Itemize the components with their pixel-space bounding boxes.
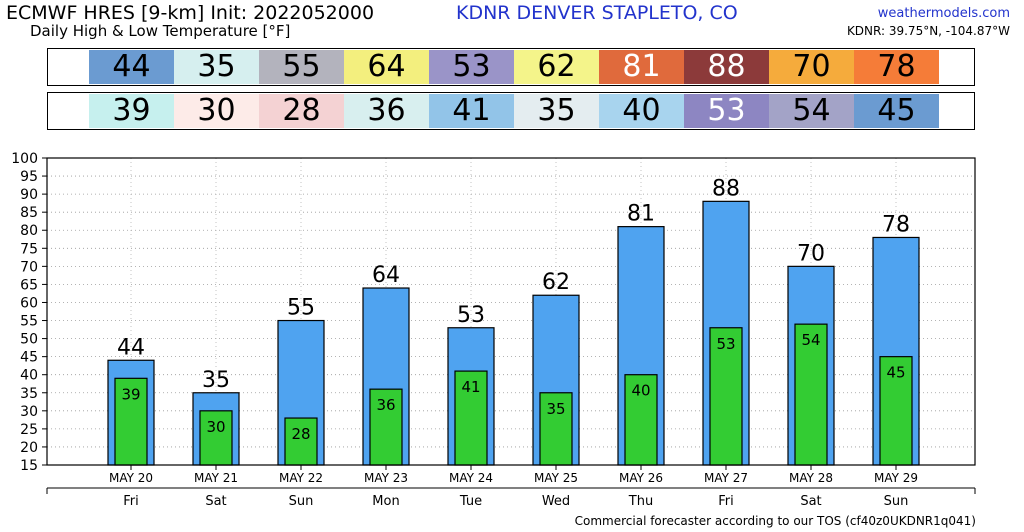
- high-temp-label: 64: [372, 263, 400, 288]
- low-temp-label: 30: [206, 418, 225, 436]
- date-label: MAY 27: [704, 471, 748, 485]
- high-temp-label: 88: [712, 176, 740, 201]
- low-temp-bar: [794, 323, 828, 466]
- low-temp-bar: [709, 327, 743, 466]
- date-label: MAY 25: [534, 471, 578, 485]
- low-temp-bar: [454, 370, 488, 466]
- date-label: MAY 29: [874, 471, 918, 485]
- low-temp-cell: 28: [259, 94, 344, 128]
- high-temp-label: 44: [117, 335, 145, 360]
- weekday-label: Thu: [628, 494, 653, 509]
- y-tick-label: 80: [20, 223, 38, 239]
- low-temp-bar: [624, 374, 658, 466]
- y-tick-label: 50: [20, 332, 38, 348]
- y-tick-label: 20: [20, 440, 38, 456]
- y-tick-label: 45: [20, 350, 38, 366]
- weekday-label: Sat: [800, 494, 821, 509]
- chart-title: ECMWF HRES [9-km] Init: 2022052000: [6, 2, 375, 24]
- weekday-label: Wed: [542, 494, 570, 509]
- weekday-label: Tue: [459, 494, 482, 509]
- date-label: MAY 20: [109, 471, 153, 485]
- low-temp-label: 53: [716, 335, 735, 353]
- station-coordinates: KDNR: 39.75°N, -104.87°W: [846, 24, 1010, 38]
- low-temp-bar: [284, 417, 318, 466]
- low-temp-cell: 39: [89, 94, 174, 128]
- high-temp-label: 62: [542, 270, 570, 295]
- y-tick-label: 35: [20, 386, 38, 402]
- date-label: MAY 24: [449, 471, 493, 485]
- y-tick-label: 60: [20, 295, 38, 311]
- low-temp-label: 45: [886, 364, 905, 382]
- plot-frame: [46, 157, 976, 466]
- low-temp-bar: [539, 392, 573, 466]
- chart-subtitle: Daily High & Low Temperature [°F]: [30, 22, 291, 40]
- low-temp-label: 54: [801, 331, 820, 349]
- y-tick-label: 90: [20, 187, 38, 203]
- weekday-label: Sun: [289, 494, 314, 509]
- low-temp-cell: 40: [599, 94, 684, 128]
- high-temp-label: 81: [627, 202, 655, 227]
- high-temp-cell: 70: [769, 50, 854, 84]
- high-temp-cell: 55: [259, 50, 344, 84]
- low-temp-cell: 54: [769, 94, 854, 128]
- weekday-label: Fri: [718, 494, 734, 509]
- y-tick-label: 95: [20, 169, 38, 185]
- high-temp-label: 78: [882, 212, 910, 237]
- y-tick-label: 30: [20, 404, 38, 420]
- plot-area: [47, 158, 975, 465]
- weekday-label: Fri: [123, 494, 139, 509]
- high-temp-label: 55: [287, 296, 315, 321]
- low-temp-label: 36: [376, 396, 395, 414]
- y-tick-label: 65: [20, 277, 38, 293]
- weekday-label: Sat: [205, 494, 226, 509]
- low-temp-cell: 30: [174, 94, 259, 128]
- date-label: MAY 22: [279, 471, 323, 485]
- y-tick-label: 85: [20, 205, 38, 221]
- low-temp-bar: [114, 377, 148, 466]
- high-temp-label: 35: [202, 368, 230, 393]
- weekday-label: Sun: [884, 494, 909, 509]
- y-tick-label: 25: [20, 422, 38, 438]
- low-temp-label: 40: [631, 382, 650, 400]
- y-tick-label: 15: [20, 458, 38, 474]
- high-temp-cell: 62: [514, 50, 599, 84]
- high-temp-cell: 88: [684, 50, 769, 84]
- date-label: MAY 26: [619, 471, 663, 485]
- date-label: MAY 28: [789, 471, 833, 485]
- footer-note: Commercial forecaster according to our T…: [574, 514, 976, 528]
- date-label: MAY 21: [194, 471, 238, 485]
- high-temp-cell: 64: [344, 50, 429, 84]
- high-temp-cell: 44: [89, 50, 174, 84]
- high-temperature-strip: 44 35 55 64 53 62 81 88 70 78: [47, 48, 975, 86]
- low-temp-label: 28: [291, 425, 310, 443]
- y-tick-label: 75: [20, 241, 38, 257]
- high-temp-label: 53: [457, 303, 485, 328]
- y-tick-label: 55: [20, 314, 38, 330]
- date-label: MAY 23: [364, 471, 408, 485]
- brand-link[interactable]: weathermodels.com: [877, 6, 1010, 21]
- low-temp-label: 39: [121, 385, 140, 403]
- weekday-label: Mon: [372, 494, 399, 509]
- low-temp-cell: 45: [854, 94, 939, 128]
- high-temp-cell: 35: [174, 50, 259, 84]
- high-temp-cell: 81: [599, 50, 684, 84]
- low-temperature-strip: 39 30 28 36 41 35 40 53 54 45: [47, 92, 975, 130]
- y-tick-label: 70: [20, 259, 38, 275]
- low-temp-cell: 36: [344, 94, 429, 128]
- y-tick-label: 100: [11, 151, 38, 167]
- low-temp-bar: [369, 388, 403, 466]
- high-temp-label: 70: [797, 241, 825, 266]
- station-name: KDNR DENVER STAPLETO, CO: [456, 2, 738, 24]
- low-temp-cell: 53: [684, 94, 769, 128]
- high-temp-cell: 53: [429, 50, 514, 84]
- low-temp-cell: 41: [429, 94, 514, 128]
- low-temp-label: 41: [461, 378, 480, 396]
- low-temp-cell: 35: [514, 94, 599, 128]
- low-temp-label: 35: [546, 400, 565, 418]
- y-tick-label: 40: [20, 368, 38, 384]
- high-temp-cell: 78: [854, 50, 939, 84]
